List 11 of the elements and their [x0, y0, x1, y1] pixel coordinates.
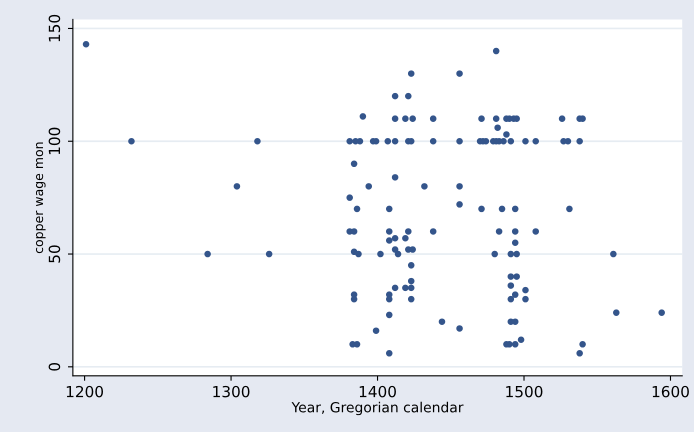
y-axis-title: copper wage mon [36, 142, 46, 254]
x-tick-label: 1200 [66, 386, 104, 398]
x-tick-label: 1500 [506, 386, 542, 398]
y-tick-label: 0 [48, 362, 60, 371]
x-axis-title: Year, Gregorian calendar [292, 402, 464, 416]
y-tick-label: 100 [48, 128, 60, 154]
x-tick-label: 1600 [652, 386, 689, 398]
y-tick-label: 150 [48, 14, 60, 42]
y-tick-label: 50 [48, 245, 60, 263]
x-tick-label: 1300 [213, 386, 250, 398]
x-tick-label: 1400 [360, 386, 396, 398]
